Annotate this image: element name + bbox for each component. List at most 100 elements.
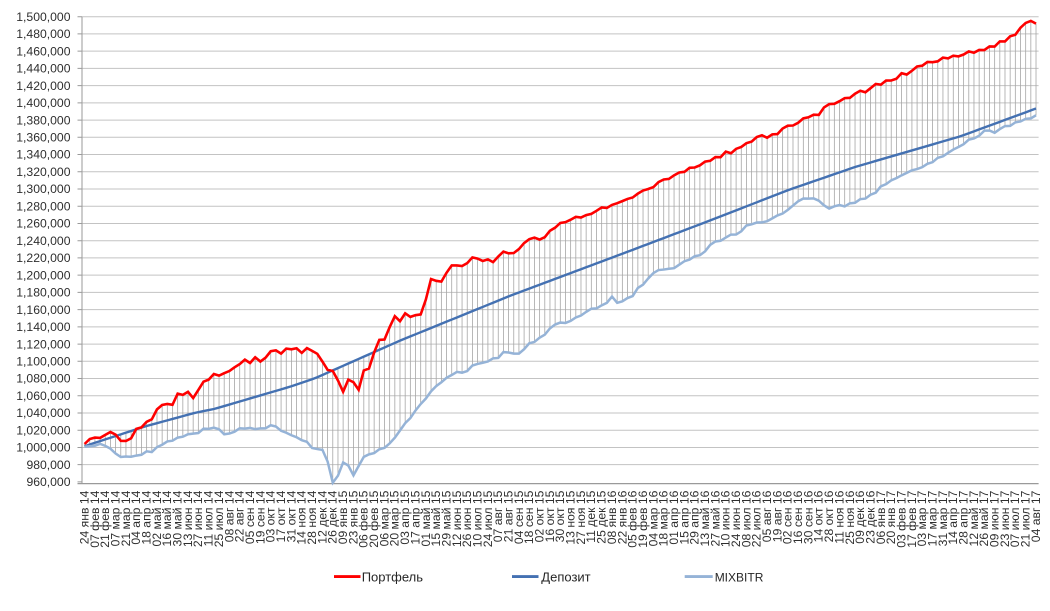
- svg-text:1,080,000: 1,080,000: [16, 372, 70, 386]
- svg-text:17 фев 17: 17 фев 17: [905, 490, 919, 547]
- svg-text:15 апр 16: 15 апр 16: [677, 490, 691, 544]
- svg-text:11 июл 14: 11 июл 14: [202, 490, 216, 546]
- svg-text:06 янв 17: 06 янв 17: [874, 490, 888, 544]
- svg-text:1,020,000: 1,020,000: [16, 423, 70, 437]
- svg-text:10 июл 15: 10 июл 15: [470, 490, 484, 547]
- svg-text:09 дек 16: 09 дек 16: [853, 490, 867, 543]
- svg-text:12 июн 15: 12 июн 15: [450, 490, 464, 547]
- svg-text:1,320,000: 1,320,000: [16, 165, 70, 179]
- svg-text:14 апр 17: 14 апр 17: [946, 490, 960, 544]
- svg-text:05 фев 16: 05 фев 16: [626, 490, 640, 547]
- svg-text:25 июл 14: 25 июл 14: [212, 490, 226, 547]
- svg-text:1,140,000: 1,140,000: [16, 320, 70, 334]
- svg-text:25 дек 15: 25 дек 15: [595, 490, 609, 543]
- svg-text:04 апр 14: 04 апр 14: [129, 490, 143, 544]
- svg-text:13 май 16: 13 май 16: [698, 490, 712, 546]
- svg-text:1,240,000: 1,240,000: [16, 234, 70, 248]
- svg-text:21 мар 14: 21 мар 14: [119, 490, 133, 546]
- svg-text:09 янв 15: 09 янв 15: [336, 490, 350, 544]
- svg-text:07 авг 15: 07 авг 15: [491, 490, 505, 542]
- svg-text:01 май 15: 01 май 15: [419, 490, 433, 546]
- svg-text:11 дек 15: 11 дек 15: [584, 490, 598, 542]
- svg-text:1,380,000: 1,380,000: [16, 113, 70, 127]
- svg-text:31 мар 17: 31 мар 17: [936, 490, 950, 546]
- svg-text:13 июн 14: 13 июн 14: [181, 490, 195, 547]
- svg-text:20 янв 17: 20 янв 17: [884, 490, 898, 544]
- svg-text:06 мар 15: 06 мар 15: [377, 490, 391, 546]
- svg-text:1,200,000: 1,200,000: [16, 268, 70, 282]
- svg-text:19 сен 14: 19 сен 14: [253, 490, 267, 544]
- svg-text:30 окт 15: 30 окт 15: [553, 490, 567, 542]
- svg-text:07 фев 14: 07 фев 14: [88, 490, 102, 547]
- svg-text:1,460,000: 1,460,000: [16, 44, 70, 58]
- svg-text:30 май 14: 30 май 14: [171, 490, 185, 546]
- svg-text:16 май 14: 16 май 14: [160, 490, 174, 546]
- svg-text:960,000: 960,000: [26, 475, 70, 489]
- svg-text:08 авг 14: 08 авг 14: [222, 490, 236, 542]
- svg-text:15 май 15: 15 май 15: [429, 490, 443, 546]
- svg-text:1,180,000: 1,180,000: [16, 286, 70, 300]
- svg-text:21 июл 17: 21 июл 17: [1019, 490, 1033, 547]
- svg-text:08 янв 16: 08 янв 16: [605, 490, 619, 544]
- svg-text:04 мар 16: 04 мар 16: [646, 490, 660, 546]
- svg-text:24 янв 14: 24 янв 14: [77, 490, 91, 544]
- svg-text:12 дек 14: 12 дек 14: [315, 490, 329, 543]
- svg-text:1,480,000: 1,480,000: [16, 27, 70, 41]
- svg-text:27 ноя 15: 27 ноя 15: [574, 490, 588, 544]
- svg-text:11 ноя 16: 11 ноя 16: [832, 490, 846, 543]
- svg-text:23 янв 15: 23 янв 15: [346, 490, 360, 544]
- svg-text:14 ноя 14: 14 ноя 14: [295, 490, 309, 544]
- svg-text:19 авг 16: 19 авг 16: [770, 490, 784, 542]
- svg-text:1,160,000: 1,160,000: [16, 303, 70, 317]
- svg-text:18 мар 16: 18 мар 16: [657, 490, 671, 546]
- svg-text:1,260,000: 1,260,000: [16, 217, 70, 231]
- svg-text:1,500,000: 1,500,000: [16, 10, 70, 24]
- svg-text:1,120,000: 1,120,000: [16, 337, 70, 351]
- svg-text:20 мар 15: 20 мар 15: [388, 490, 402, 546]
- svg-text:1,340,000: 1,340,000: [16, 148, 70, 162]
- svg-text:03 апр 15: 03 апр 15: [398, 490, 412, 544]
- svg-text:1,040,000: 1,040,000: [16, 406, 70, 420]
- svg-text:17 апр 15: 17 апр 15: [408, 490, 422, 544]
- svg-text:1,100,000: 1,100,000: [16, 355, 70, 369]
- svg-text:27 июн 14: 27 июн 14: [191, 490, 205, 547]
- svg-text:07 мар 14: 07 мар 14: [109, 490, 123, 546]
- svg-text:12 май 17: 12 май 17: [967, 490, 981, 546]
- svg-text:14 окт 16: 14 окт 16: [812, 490, 826, 542]
- svg-text:10 июн 16: 10 июн 16: [719, 490, 733, 547]
- svg-text:30 сен 16: 30 сен 16: [801, 490, 815, 544]
- svg-text:18 сен 15: 18 сен 15: [522, 490, 536, 544]
- svg-text:26 май 17: 26 май 17: [977, 490, 991, 546]
- svg-text:28 окт 16: 28 окт 16: [822, 490, 836, 542]
- svg-text:MIXBITR: MIXBITR: [715, 570, 764, 584]
- svg-text:19 фев 16: 19 фев 16: [636, 490, 650, 547]
- svg-text:18 апр 14: 18 апр 14: [140, 490, 154, 544]
- svg-text:1,000,000: 1,000,000: [16, 441, 70, 455]
- svg-text:Портфель: Портфель: [362, 569, 424, 584]
- svg-text:31 окт 14: 31 окт 14: [284, 490, 298, 542]
- svg-text:27 май 16: 27 май 16: [708, 490, 722, 546]
- svg-text:22 авг 14: 22 авг 14: [233, 490, 247, 542]
- svg-text:26 июн 15: 26 июн 15: [460, 490, 474, 547]
- svg-text:26 дек 14: 26 дек 14: [326, 490, 340, 543]
- svg-text:03 мар 17: 03 мар 17: [915, 490, 929, 546]
- svg-text:28 апр 17: 28 апр 17: [957, 490, 971, 544]
- svg-text:1,300,000: 1,300,000: [16, 182, 70, 196]
- svg-text:17 мар 17: 17 мар 17: [926, 490, 940, 546]
- svg-text:07 июл 17: 07 июл 17: [1008, 490, 1022, 547]
- svg-text:1,280,000: 1,280,000: [16, 199, 70, 213]
- svg-text:04 авг 17: 04 авг 17: [1029, 490, 1043, 542]
- svg-text:1,060,000: 1,060,000: [16, 389, 70, 403]
- svg-text:1,440,000: 1,440,000: [16, 62, 70, 76]
- svg-text:29 апр 16: 29 апр 16: [688, 490, 702, 544]
- svg-text:16 сен 16: 16 сен 16: [791, 490, 805, 544]
- svg-text:22 янв 16: 22 янв 16: [615, 490, 629, 544]
- svg-text:1,420,000: 1,420,000: [16, 79, 70, 93]
- svg-text:01 апр 16: 01 апр 16: [667, 490, 681, 544]
- svg-text:1,400,000: 1,400,000: [16, 96, 70, 110]
- svg-text:16 окт 15: 16 окт 15: [543, 490, 557, 542]
- svg-text:02 сен 16: 02 сен 16: [781, 490, 795, 544]
- svg-text:24 июн 16: 24 июн 16: [729, 490, 743, 547]
- svg-text:17 окт 14: 17 окт 14: [274, 490, 288, 542]
- svg-text:980,000: 980,000: [26, 458, 70, 472]
